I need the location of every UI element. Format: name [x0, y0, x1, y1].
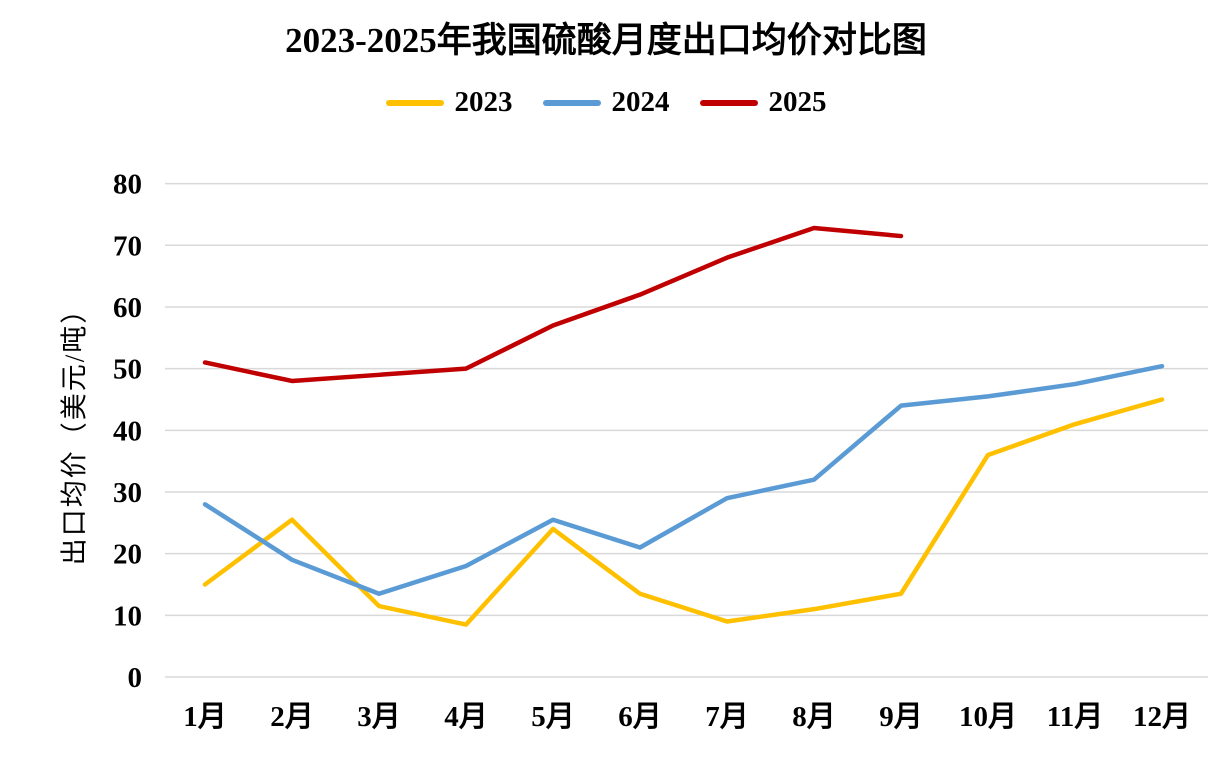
x-tick-label-2: 2月 — [270, 701, 314, 733]
chart-title: 2023-2025年我国硫酸月度出口均价对比图 — [285, 21, 927, 60]
x-tick-label-4: 4月 — [444, 701, 488, 733]
x-tick-label-8: 8月 — [792, 701, 836, 733]
legend-item-2023: 2023 — [385, 86, 513, 118]
legend-label-2023: 2023 — [454, 86, 513, 118]
y-tick-label-50: 50 — [113, 354, 142, 386]
y-tick-label-20: 20 — [113, 539, 142, 571]
y-tick-label-40: 40 — [113, 415, 142, 447]
x-tick-label-3: 3月 — [357, 701, 401, 733]
legend: 2023 2024 2025 — [0, 88, 1212, 117]
legend-swatch-2023 — [385, 99, 444, 106]
legend-item-2025: 2025 — [699, 86, 827, 118]
y-tick-label-10: 10 — [113, 600, 142, 632]
x-tick-label-6: 6月 — [618, 701, 662, 733]
legend-swatch-2024 — [542, 99, 601, 106]
y-tick-label-30: 30 — [113, 477, 142, 509]
legend-label-2025: 2025 — [768, 86, 827, 118]
y-tick-label-60: 60 — [113, 292, 142, 324]
x-tick-label-11: 11月 — [1047, 701, 1103, 733]
series-line-2024 — [202, 363, 1165, 596]
y-tick-label-70: 70 — [113, 230, 142, 262]
legend-swatch-2025 — [699, 99, 758, 106]
x-tick-label-5: 5月 — [531, 701, 575, 733]
x-tick-label-12: 12月 — [1133, 701, 1191, 733]
x-tick-label-10: 10月 — [959, 701, 1017, 733]
legend-item-2024: 2024 — [542, 86, 670, 118]
series-line-2025 — [202, 225, 904, 384]
legend-label-2024: 2024 — [611, 86, 670, 118]
y-tick-label-80: 80 — [113, 169, 142, 201]
x-tick-label-7: 7月 — [705, 701, 749, 733]
x-tick-label-1: 1月 — [183, 701, 227, 733]
series-line-2023 — [202, 397, 1165, 627]
y-tick-label-0: 0 — [128, 662, 143, 694]
x-tick-label-9: 9月 — [879, 701, 923, 733]
